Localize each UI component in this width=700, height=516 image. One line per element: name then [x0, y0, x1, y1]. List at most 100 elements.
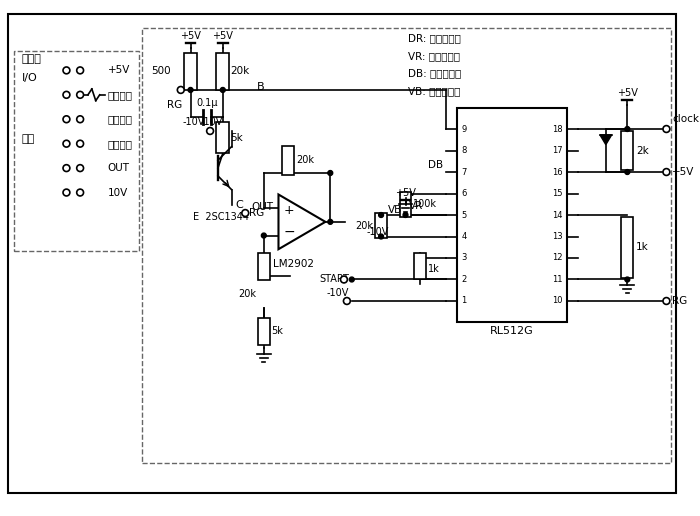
- Bar: [414, 253, 426, 279]
- Text: 3: 3: [461, 253, 467, 263]
- Text: 100k: 100k: [413, 199, 438, 209]
- Circle shape: [261, 233, 266, 238]
- Text: 7: 7: [461, 168, 467, 176]
- Circle shape: [63, 140, 70, 147]
- Text: VR: 虚拟再充电: VR: 虚拟再充电: [408, 51, 461, 61]
- Text: I/O: I/O: [22, 73, 37, 83]
- Text: 14: 14: [552, 211, 563, 219]
- Circle shape: [379, 213, 384, 217]
- Text: 15: 15: [552, 189, 563, 198]
- Text: E  2SC1344: E 2SC1344: [193, 212, 249, 222]
- Circle shape: [177, 87, 184, 93]
- Text: 时钟信号: 时钟信号: [108, 90, 132, 100]
- Text: OUT: OUT: [108, 163, 130, 173]
- Text: 20k: 20k: [356, 221, 373, 231]
- Text: 5k: 5k: [272, 326, 284, 336]
- Circle shape: [328, 171, 332, 175]
- Text: +5V: +5V: [108, 66, 130, 75]
- Text: DR: 假拟再充电: DR: 假拟再充电: [408, 33, 461, 43]
- Circle shape: [663, 169, 670, 175]
- Text: VR: VR: [408, 201, 423, 212]
- Text: RG: RG: [249, 208, 265, 218]
- Text: 10: 10: [552, 297, 563, 305]
- Text: 11: 11: [552, 275, 563, 284]
- Text: 2: 2: [461, 275, 466, 284]
- Text: DB: 虚拟再充电: DB: 虚拟再充电: [408, 69, 462, 78]
- Text: -10V: -10V: [183, 117, 205, 127]
- Text: 17: 17: [552, 146, 563, 155]
- Text: 5: 5: [461, 211, 466, 219]
- Circle shape: [63, 91, 70, 98]
- Text: VB: 视频缓冲器: VB: 视频缓冲器: [408, 86, 461, 96]
- Text: 20k: 20k: [238, 289, 256, 299]
- Bar: [258, 253, 270, 281]
- Circle shape: [328, 219, 332, 224]
- Text: DB: DB: [428, 160, 443, 170]
- Text: 16: 16: [552, 168, 563, 176]
- Text: B: B: [257, 82, 265, 92]
- Text: -10V: -10V: [200, 117, 223, 127]
- Circle shape: [241, 209, 248, 217]
- Text: RG: RG: [672, 296, 687, 306]
- Text: 9: 9: [461, 124, 466, 134]
- Text: 500: 500: [151, 67, 171, 76]
- Text: VB: VB: [388, 205, 402, 215]
- Bar: [457, 107, 567, 322]
- Bar: [622, 131, 634, 170]
- Bar: [282, 146, 294, 175]
- Circle shape: [63, 165, 70, 171]
- Text: -10V: -10V: [326, 288, 349, 298]
- Circle shape: [63, 116, 70, 123]
- Circle shape: [625, 126, 630, 132]
- Text: 4: 4: [461, 232, 466, 241]
- Text: 开始信号: 开始信号: [108, 114, 132, 124]
- Polygon shape: [600, 135, 612, 144]
- Circle shape: [77, 116, 83, 123]
- Circle shape: [344, 298, 350, 304]
- Text: -10V: -10V: [367, 227, 389, 237]
- Text: 1k: 1k: [428, 264, 440, 274]
- Text: 13: 13: [552, 232, 563, 241]
- Circle shape: [663, 125, 670, 133]
- Text: 0.1μ: 0.1μ: [196, 99, 218, 108]
- Text: 计算机: 计算机: [22, 54, 41, 63]
- Text: 12: 12: [552, 253, 563, 263]
- Circle shape: [206, 127, 214, 134]
- Text: 1k: 1k: [636, 242, 649, 252]
- Text: RG: RG: [167, 100, 183, 110]
- Circle shape: [63, 67, 70, 74]
- Text: −: −: [284, 224, 295, 238]
- Text: OUT: OUT: [251, 202, 274, 212]
- Circle shape: [625, 170, 630, 174]
- Text: clock: clock: [672, 114, 699, 124]
- Text: C: C: [235, 200, 243, 210]
- Bar: [14, 51, 139, 251]
- Circle shape: [349, 277, 354, 282]
- Bar: [141, 28, 671, 463]
- Bar: [622, 217, 634, 278]
- Text: +5V: +5V: [395, 188, 416, 198]
- Text: 2k: 2k: [636, 146, 649, 155]
- Circle shape: [403, 213, 408, 217]
- Text: RL512G: RL512G: [490, 326, 534, 336]
- Circle shape: [220, 88, 225, 92]
- Text: 20k: 20k: [296, 155, 314, 165]
- Text: 1: 1: [461, 297, 466, 305]
- Circle shape: [63, 189, 70, 196]
- Text: 再充电端: 再充电端: [108, 139, 132, 149]
- Circle shape: [625, 277, 630, 282]
- Text: 5k: 5k: [230, 133, 244, 143]
- Circle shape: [77, 67, 83, 74]
- Bar: [375, 213, 387, 238]
- Bar: [400, 191, 412, 217]
- Bar: [216, 53, 229, 90]
- Text: 18: 18: [552, 124, 563, 134]
- Circle shape: [77, 140, 83, 147]
- Bar: [216, 122, 229, 153]
- Text: +: +: [284, 204, 294, 217]
- Text: +5V: +5V: [617, 88, 638, 98]
- Text: 6: 6: [461, 189, 467, 198]
- Circle shape: [663, 298, 670, 304]
- Circle shape: [340, 276, 347, 283]
- Text: START: START: [319, 275, 349, 284]
